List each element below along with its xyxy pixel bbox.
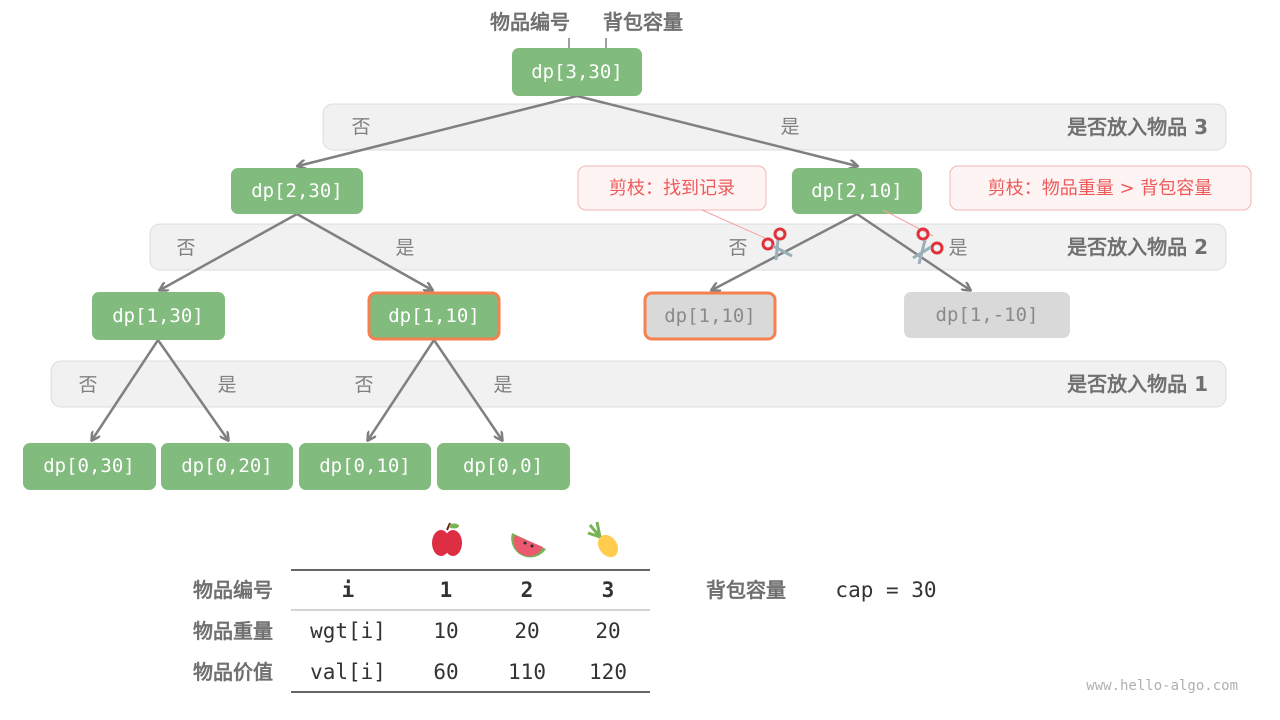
edge	[298, 94, 578, 166]
svg-text:1: 1	[440, 578, 453, 602]
band-item-2	[149, 223, 1227, 271]
node-dp-0-30: dp[0,30]	[23, 443, 156, 490]
node-dp-1-10-pruned: dp[1,10]	[643, 291, 777, 341]
tooltip-memo-prune: 剪枝：找到记录	[577, 165, 767, 239]
node-dp-2-10: dp[2,10]	[792, 168, 922, 214]
svg-text:dp[1,30]: dp[1,30]	[112, 305, 204, 327]
svg-text:dp[2,10]: dp[2,10]	[811, 180, 903, 202]
svg-text:剪枝：物品重量 > 背包容量: 剪枝：物品重量 > 背包容量	[988, 178, 1213, 199]
svg-text:20: 20	[595, 619, 620, 643]
svg-text:dp[1,10]: dp[1,10]	[664, 305, 756, 327]
edge	[92, 339, 160, 440]
edge-label-yes: 是	[395, 237, 414, 259]
svg-text:i: i	[342, 578, 355, 602]
row-label-weight: 物品重量	[193, 619, 273, 643]
svg-text:剪枝：找到记录: 剪枝：找到记录	[609, 178, 735, 199]
pineapple-icon	[587, 521, 619, 558]
node-dp-3-30: dp[3,30]	[512, 48, 642, 96]
watermark: www.hello-algo.com	[1086, 678, 1238, 694]
svg-text:dp[3,30]: dp[3,30]	[531, 61, 623, 83]
table-header-row: i 1 2 3	[342, 578, 615, 602]
scissors-icon	[761, 227, 793, 261]
edge-label-no: 否	[351, 116, 370, 138]
svg-text:dp[2,30]: dp[2,30]	[251, 180, 343, 202]
band-title-1: 是否放入物品 1	[1066, 372, 1208, 396]
svg-text:dp[0,20]: dp[0,20]	[181, 455, 273, 477]
node-dp-1-neg10-pruned: dp[1,-10]	[904, 292, 1070, 338]
svg-text:dp[0,30]: dp[0,30]	[43, 455, 135, 477]
svg-text:dp[1,-10]: dp[1,-10]	[936, 304, 1039, 326]
edge-label-yes: 是	[493, 374, 512, 396]
apple-icon	[432, 522, 462, 556]
node-dp-0-0: dp[0,0]	[437, 443, 570, 490]
svg-text:val[i]: val[i]	[310, 660, 386, 684]
label-item-index: 物品编号	[490, 10, 570, 34]
node-dp-2-30: dp[2,30]	[231, 168, 363, 214]
svg-text:10: 10	[433, 619, 458, 643]
edge	[432, 339, 502, 440]
svg-text:2: 2	[521, 578, 534, 602]
table-row-weight: wgt[i] 10 20 20	[310, 619, 621, 643]
watermelon-icon	[511, 533, 546, 558]
capacity-label: 背包容量	[706, 578, 786, 602]
edge	[576, 94, 857, 166]
svg-text:dp[0,10]: dp[0,10]	[319, 455, 411, 477]
table-row-value: val[i] 60 110 120	[310, 660, 627, 684]
edge-label-yes: 是	[780, 116, 799, 138]
node-dp-1-30: dp[1,30]	[92, 292, 225, 340]
svg-text:3: 3	[602, 578, 615, 602]
svg-text:dp[1,10]: dp[1,10]	[388, 305, 480, 327]
svg-text:60: 60	[433, 660, 458, 684]
row-label-index: 物品编号	[193, 578, 273, 602]
edge-label-no: 否	[176, 237, 195, 259]
edge	[368, 339, 436, 440]
node-dp-1-10-highlight: dp[1,10]	[367, 291, 501, 341]
band-item-1	[50, 360, 1227, 408]
svg-text:wgt[i]: wgt[i]	[310, 619, 386, 643]
edge	[856, 212, 970, 290]
edge	[156, 339, 228, 440]
tooltip-overweight-prune: 剪枝：物品重量 > 背包容量	[882, 165, 1252, 237]
capacity-value: cap = 30	[835, 578, 936, 602]
svg-text:110: 110	[508, 660, 546, 684]
band-title-3: 是否放入物品 3	[1066, 115, 1208, 139]
row-label-value: 物品价值	[193, 660, 273, 684]
edge-label-yes: 是	[948, 237, 967, 259]
label-capacity: 背包容量	[603, 10, 683, 34]
edge-label-no: 否	[78, 374, 97, 396]
band-item-3	[322, 103, 1227, 151]
node-dp-0-20: dp[0,20]	[161, 443, 293, 490]
band-title-2: 是否放入物品 2	[1066, 235, 1208, 259]
edge-label-yes: 是	[217, 374, 236, 396]
edge	[160, 212, 298, 290]
scissors-icon	[912, 227, 944, 265]
svg-text:dp[0,0]: dp[0,0]	[463, 455, 543, 477]
edge	[296, 212, 432, 290]
svg-text:120: 120	[589, 660, 627, 684]
svg-text:20: 20	[514, 619, 539, 643]
edge-label-no: 否	[354, 374, 373, 396]
edge-label-no: 否	[728, 237, 747, 259]
node-dp-0-10: dp[0,10]	[299, 443, 431, 490]
